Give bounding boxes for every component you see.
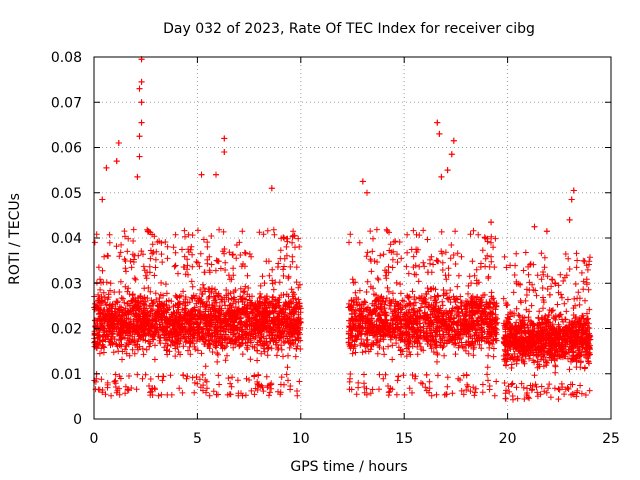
y-tick-label: 0.03 (51, 276, 82, 292)
roti-peak-point (136, 133, 143, 140)
roti-peak-point (448, 151, 455, 158)
roti-peak-point (221, 135, 228, 142)
roti-peak-point (568, 196, 575, 203)
roti-peak-point (531, 223, 538, 230)
roti-peak-point (134, 173, 141, 180)
roti-peak-point (103, 164, 110, 171)
roti-peak-point (450, 137, 457, 144)
roti-peak-point (570, 187, 577, 194)
y-axis-label: ROTI / TECUs (7, 193, 23, 285)
roti-peak-point (359, 178, 366, 185)
roti-peak-point (113, 158, 120, 165)
x-tick-label: 10 (292, 431, 310, 447)
y-tick-label: 0 (73, 412, 82, 428)
roti-peak-point (268, 185, 275, 192)
roti-peak-point (221, 149, 228, 156)
roti-peak-point (136, 85, 143, 92)
roti-peak-point (198, 171, 205, 178)
data-points (91, 56, 594, 403)
y-tick-label: 0.01 (51, 367, 82, 383)
roti-scatter-marks (91, 56, 594, 403)
y-tick-label: 0.07 (51, 95, 82, 111)
x-tick-label: 20 (499, 431, 517, 447)
y-tick-label: 0.06 (51, 141, 82, 157)
roti-peak-point (436, 130, 443, 137)
roti-peak-point (566, 216, 573, 223)
roti-peak-point (213, 171, 220, 178)
roti-peak-point (434, 119, 441, 126)
y-tick-label: 0.08 (51, 50, 82, 66)
x-tick-label: 25 (602, 431, 620, 447)
y-tick-label: 0.02 (51, 322, 82, 338)
roti-peak-point (444, 167, 451, 174)
roti-peak-point (138, 119, 145, 126)
y-tick-label: 0.05 (51, 186, 82, 202)
roti-peak-point (99, 196, 106, 203)
roti-peak-point (543, 228, 550, 235)
y-tick-label: 0.04 (51, 231, 82, 247)
roti-peak-point (115, 139, 122, 146)
x-tick-label: 5 (193, 431, 202, 447)
roti-peak-point (136, 153, 143, 160)
roti-peak-point (488, 219, 495, 226)
roti-peak-point (363, 189, 370, 196)
x-axis-label: GPS time / hours (290, 459, 407, 475)
x-tick-label: 15 (395, 431, 413, 447)
roti-peak-point (291, 232, 298, 239)
x-tick-label: 0 (90, 431, 99, 447)
chart-title: Day 032 of 2023, Rate Of TEC Index for r… (163, 21, 535, 37)
roti-peak-point (138, 99, 145, 106)
axis-ticks: 0 5 10 15 20 25 0 0.01 0.02 0.03 0.04 0.05 0.06 0.07 0… (51, 50, 620, 447)
grid (94, 57, 611, 419)
roti-peak-point (138, 78, 145, 85)
roti-peak-point (438, 173, 445, 180)
